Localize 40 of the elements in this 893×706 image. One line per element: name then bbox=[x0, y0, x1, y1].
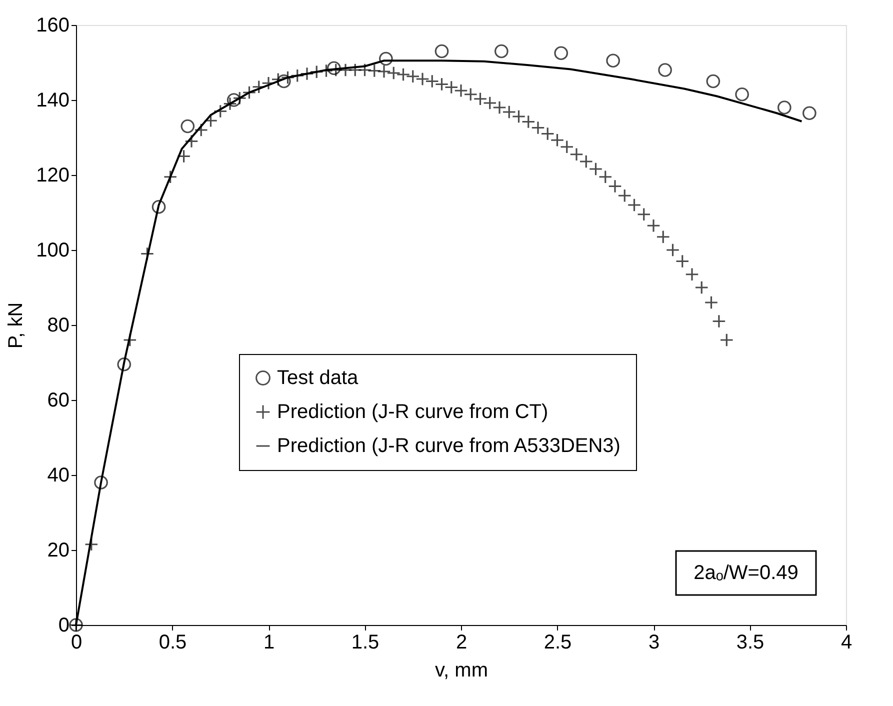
y-tick-label: 80 bbox=[47, 314, 70, 336]
x-tick-label: 4 bbox=[840, 632, 852, 654]
point bbox=[735, 87, 749, 102]
point bbox=[117, 357, 132, 372]
y-tick-label: 40 bbox=[47, 464, 70, 486]
x-tick-label: 2 bbox=[456, 632, 468, 654]
y-tick-label: 20 bbox=[47, 540, 70, 562]
x-axis-title: v, mm bbox=[435, 660, 488, 682]
legend-label: Test data bbox=[277, 367, 360, 389]
legend-label: Prediction (J-R curve from A533DEN3) bbox=[277, 435, 620, 457]
point bbox=[554, 46, 568, 60]
y-tick-label: 140 bbox=[36, 90, 70, 112]
y-tick-label: 160 bbox=[36, 14, 70, 36]
point bbox=[434, 44, 449, 58]
point bbox=[379, 52, 393, 66]
y-tick-label: 120 bbox=[36, 164, 70, 186]
point bbox=[276, 74, 291, 88]
x-tick-label: 2.5 bbox=[544, 632, 572, 654]
point bbox=[658, 63, 672, 77]
point bbox=[494, 44, 508, 58]
point bbox=[606, 54, 620, 68]
x-tick-label: 3 bbox=[648, 632, 660, 654]
point bbox=[802, 106, 816, 120]
x-tick-label: 1.5 bbox=[351, 632, 380, 654]
point bbox=[180, 119, 195, 134]
x-tick-label: 3.5 bbox=[736, 632, 764, 654]
point bbox=[226, 93, 241, 107]
legend-label: Prediction (J-R curve from CT) bbox=[277, 401, 548, 423]
x-tick-label: 0.5 bbox=[158, 632, 187, 654]
point bbox=[706, 74, 720, 88]
point bbox=[94, 476, 108, 490]
point bbox=[69, 618, 83, 632]
y-tick-label: 60 bbox=[47, 390, 70, 412]
point bbox=[777, 100, 792, 114]
x-tick-label: 1 bbox=[263, 632, 275, 654]
annotation: 2aₒ/W=0.49 bbox=[694, 562, 798, 584]
point bbox=[152, 200, 166, 214]
y-tick-label: 100 bbox=[36, 240, 70, 262]
y-tick-label: 0 bbox=[58, 614, 70, 636]
y-axis-title: P, kN bbox=[5, 302, 28, 349]
